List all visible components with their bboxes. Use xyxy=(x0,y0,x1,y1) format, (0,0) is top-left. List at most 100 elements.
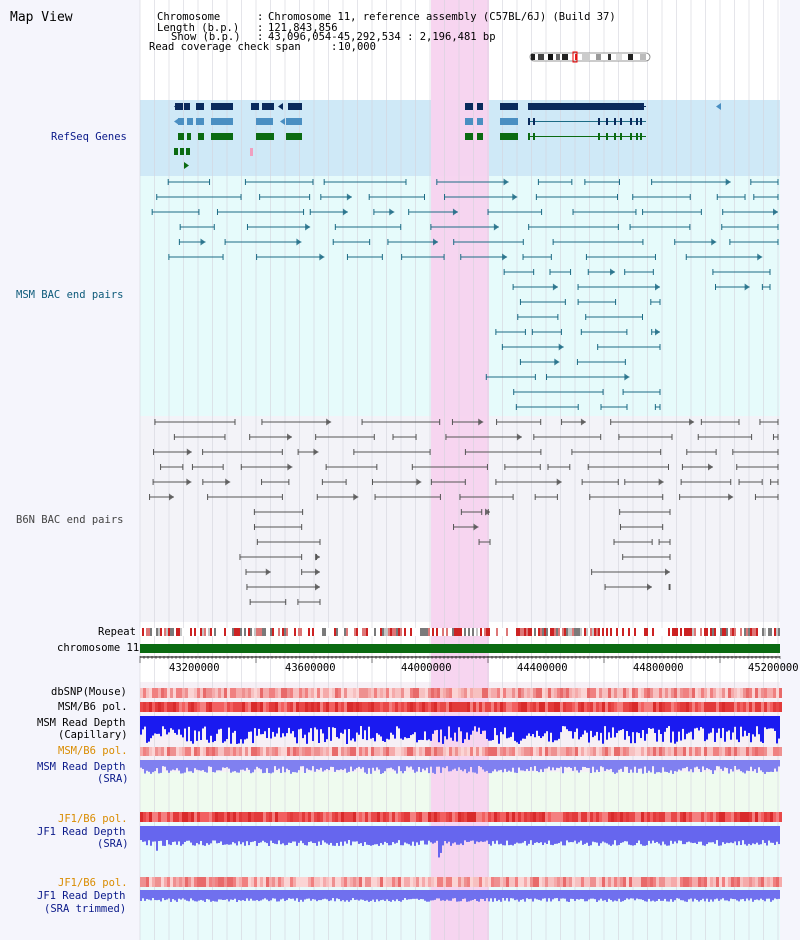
repeat-feature xyxy=(500,628,502,636)
bac-end-arrow xyxy=(485,508,490,516)
depth-bar xyxy=(306,890,308,899)
repeat-feature xyxy=(670,628,672,636)
depth-bar xyxy=(750,760,752,767)
depth-bar xyxy=(362,760,364,768)
depth-bar xyxy=(204,760,206,772)
heat-cell xyxy=(455,877,458,887)
depth-bar xyxy=(528,890,530,900)
depth-bar xyxy=(346,826,348,844)
repeat-feature xyxy=(698,628,700,636)
depth-bar xyxy=(650,760,652,773)
depth-bar xyxy=(208,826,210,845)
depth-bar xyxy=(284,760,286,773)
depth-bar xyxy=(538,826,540,844)
depth-bar xyxy=(616,760,618,773)
depth-bar xyxy=(174,890,176,901)
track-label-refseq[interactable]: RefSeq Genes xyxy=(51,131,127,143)
heat-cell xyxy=(527,747,530,756)
heat-cell xyxy=(395,688,398,698)
depth-bar xyxy=(176,716,178,735)
depth-bar xyxy=(348,826,350,841)
depth-bar xyxy=(158,890,160,900)
depth-bar xyxy=(554,890,556,899)
depth-bar xyxy=(750,826,752,846)
depth-bar xyxy=(228,760,230,769)
bac-end-arrow xyxy=(473,523,479,531)
depth-bar xyxy=(766,760,768,772)
depth-bar xyxy=(688,890,690,900)
repeat-feature xyxy=(224,628,226,636)
depth-bar xyxy=(482,716,484,731)
depth-bar xyxy=(240,716,242,740)
heat-cell xyxy=(332,702,335,712)
repeat-feature xyxy=(562,628,564,636)
depth-bar xyxy=(598,716,600,741)
heat-cell xyxy=(761,812,764,822)
depth-bar xyxy=(548,826,550,841)
depth-bar xyxy=(772,760,774,773)
depth-bar xyxy=(180,890,182,900)
depth-bar xyxy=(534,890,536,899)
depth-bar xyxy=(694,716,696,729)
repeat-feature xyxy=(570,628,572,636)
depth-bar xyxy=(178,890,180,899)
depth-bar xyxy=(588,760,590,769)
repeat-feature xyxy=(302,628,304,636)
heat-cell xyxy=(323,747,326,756)
depth-bar xyxy=(252,890,254,901)
depth-bar xyxy=(340,760,342,770)
depth-bar xyxy=(476,716,478,732)
heat-cell xyxy=(521,747,524,756)
depth-bar xyxy=(440,716,442,730)
heat-cell xyxy=(749,702,752,712)
gene-block xyxy=(211,118,233,125)
depth-bar xyxy=(212,826,214,841)
depth-bar xyxy=(348,890,350,902)
repeat-feature xyxy=(438,628,440,636)
heat-cell xyxy=(140,688,143,698)
track-label-msm-bac[interactable]: MSM BAC end pairs xyxy=(16,289,124,301)
depth-bar xyxy=(750,716,752,743)
heat-cell xyxy=(251,747,254,756)
depth-bar xyxy=(174,826,176,842)
depth-bar xyxy=(724,826,726,844)
depth-bar xyxy=(366,716,368,741)
heat-cell xyxy=(443,747,446,756)
depth-bar xyxy=(630,826,632,846)
repeat-feature xyxy=(580,628,582,636)
depth-bar xyxy=(170,826,172,846)
heat-cell xyxy=(662,812,665,822)
heat-cell xyxy=(698,747,701,756)
depth-bar xyxy=(764,890,766,902)
depth-bar xyxy=(304,760,306,773)
depth-bar xyxy=(510,826,512,845)
heat-cell xyxy=(605,812,608,822)
repeat-feature xyxy=(624,628,626,636)
bac-end-arrow xyxy=(326,418,332,426)
depth-bar xyxy=(638,760,640,769)
depth-bar xyxy=(232,826,234,843)
depth-bar xyxy=(686,716,688,734)
heat-cell xyxy=(722,688,725,698)
heat-cell xyxy=(569,812,572,822)
heat-cell xyxy=(710,702,713,712)
depth-bar xyxy=(168,826,170,845)
depth-bar xyxy=(692,760,694,773)
depth-bar xyxy=(140,826,142,841)
bac-end-arrow xyxy=(200,238,206,246)
heat-cell xyxy=(494,877,497,887)
depth-bar xyxy=(610,826,612,846)
repeat-feature xyxy=(572,628,574,636)
heat-cell xyxy=(614,688,617,698)
repeat-feature xyxy=(260,628,262,636)
depth-bar xyxy=(380,760,382,774)
track-label-b6n-bac[interactable]: B6N BAC end pairs xyxy=(16,514,124,526)
heat-cell xyxy=(245,812,248,822)
bac-end-arrow xyxy=(624,373,630,381)
depth-bar xyxy=(168,760,170,773)
depth-bar xyxy=(244,890,246,902)
heat-cell xyxy=(185,702,188,712)
repeat-feature xyxy=(604,628,606,636)
depth-bar xyxy=(730,760,732,770)
